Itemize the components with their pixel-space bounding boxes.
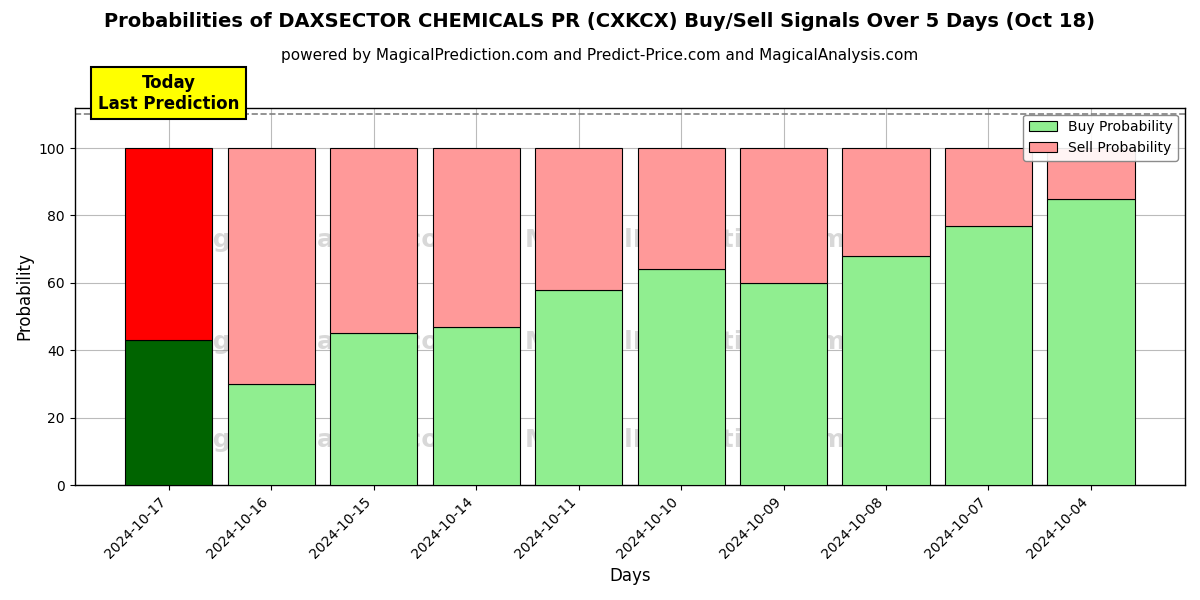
Text: MagicalPrediction.com: MagicalPrediction.com: [524, 329, 846, 353]
Text: MagicalAnalysis.com: MagicalAnalysis.com: [172, 329, 466, 353]
Bar: [432, 327, 520, 485]
Text: MagicalAnalysis.com: MagicalAnalysis.com: [172, 428, 466, 452]
Bar: [637, 148, 725, 269]
Text: MagicalPrediction.com: MagicalPrediction.com: [524, 228, 846, 252]
Bar: [535, 290, 622, 485]
Bar: [535, 148, 622, 290]
Bar: [1048, 148, 1134, 199]
Bar: [740, 283, 827, 485]
Bar: [228, 384, 314, 485]
Text: MagicalAnalysis.com: MagicalAnalysis.com: [172, 228, 466, 252]
Y-axis label: Probability: Probability: [16, 253, 34, 340]
Bar: [637, 269, 725, 485]
Bar: [330, 334, 418, 485]
Bar: [432, 148, 520, 327]
Text: Probabilities of DAXSECTOR CHEMICALS PR (CXKCX) Buy/Sell Signals Over 5 Days (Oc: Probabilities of DAXSECTOR CHEMICALS PR …: [104, 12, 1096, 31]
Bar: [842, 256, 930, 485]
X-axis label: Days: Days: [610, 567, 650, 585]
Bar: [842, 148, 930, 256]
Bar: [125, 340, 212, 485]
Bar: [944, 226, 1032, 485]
Text: powered by MagicalPrediction.com and Predict-Price.com and MagicalAnalysis.com: powered by MagicalPrediction.com and Pre…: [281, 48, 919, 63]
Bar: [330, 148, 418, 334]
Text: Today
Last Prediction: Today Last Prediction: [98, 74, 239, 113]
Bar: [228, 148, 314, 384]
Bar: [944, 148, 1032, 226]
Bar: [1048, 199, 1134, 485]
Legend: Buy Probability, Sell Probability: Buy Probability, Sell Probability: [1024, 115, 1178, 161]
Bar: [125, 148, 212, 340]
Bar: [740, 148, 827, 283]
Text: MagicalPrediction.com: MagicalPrediction.com: [524, 428, 846, 452]
